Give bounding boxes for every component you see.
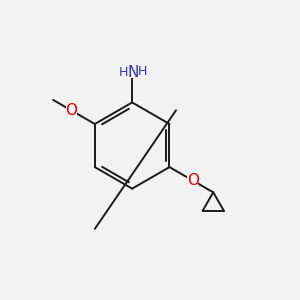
Bar [187, 176, 198, 185]
Text: H: H [138, 65, 148, 78]
Text: H: H [119, 66, 128, 79]
Bar [65, 106, 77, 115]
Text: O: O [187, 173, 199, 188]
Text: O: O [65, 103, 77, 118]
Bar [113, 67, 152, 78]
Text: N: N [127, 65, 138, 80]
